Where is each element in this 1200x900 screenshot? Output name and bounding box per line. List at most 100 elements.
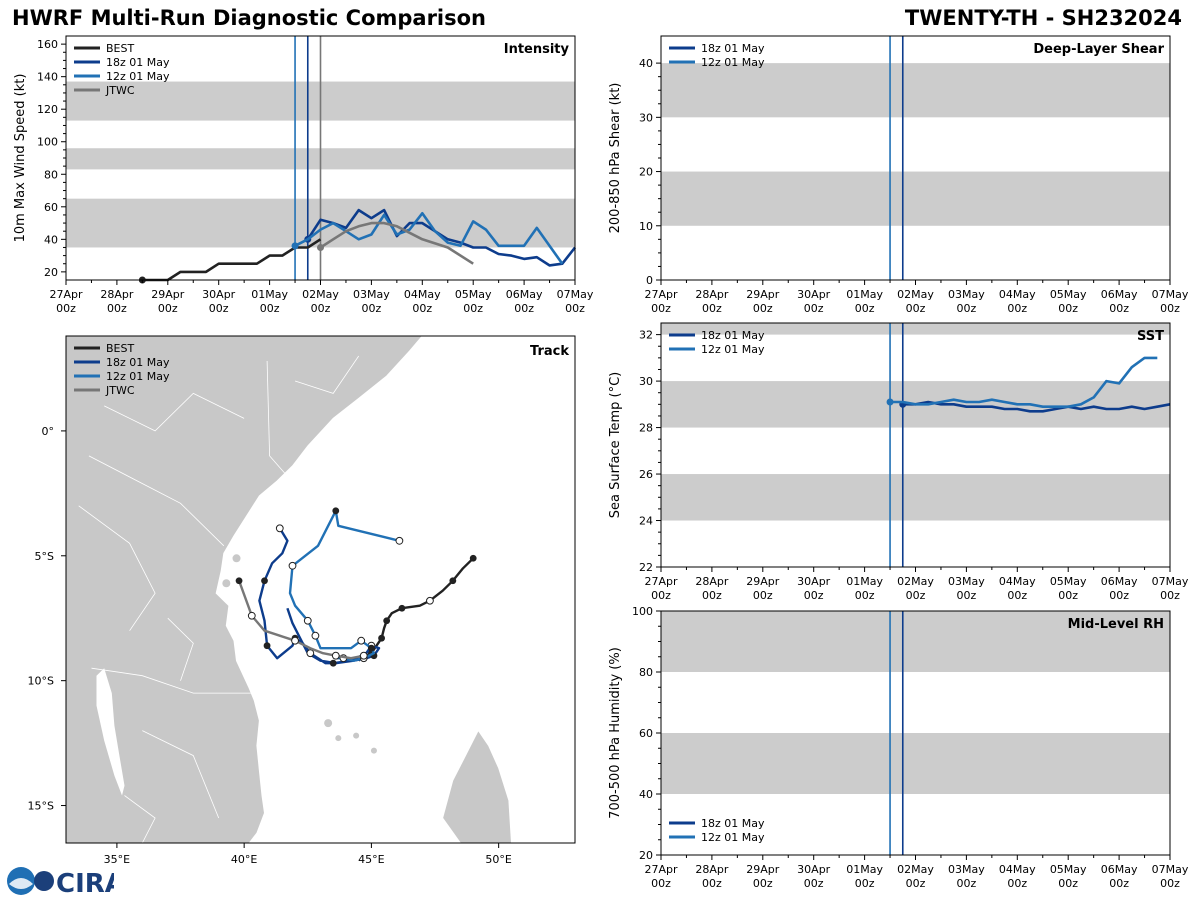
track-legend-label: 18z 01 May bbox=[106, 356, 170, 369]
shear-xtick-label: 00z bbox=[855, 302, 875, 315]
intensity-xtick-label: 00z bbox=[412, 302, 432, 315]
sst-xtick-label: 00z bbox=[1109, 589, 1129, 602]
intensity-ytick-label: 120 bbox=[37, 103, 58, 116]
intensity-xtick-label: 00z bbox=[463, 302, 483, 315]
shear-xtick-label: 04May bbox=[999, 288, 1036, 301]
island bbox=[324, 719, 333, 728]
sst-legend-label: 18z 01 May bbox=[701, 329, 765, 342]
intensity-ytick-label: 60 bbox=[44, 201, 58, 214]
rh-xtick-label: 00z bbox=[1160, 877, 1180, 890]
country-border bbox=[124, 795, 156, 843]
track-point-best bbox=[383, 617, 391, 625]
shear-ytick-label: 0 bbox=[646, 274, 653, 287]
rh-xtick-label: 01May bbox=[846, 863, 883, 876]
intensity-xtick-label: 01May bbox=[251, 288, 288, 301]
rh-legend-label: 12z 01 May bbox=[701, 831, 765, 844]
intensity-series-start-jtwc bbox=[317, 243, 324, 251]
track-open-point-run12 bbox=[288, 561, 297, 570]
shear-xtick-label: 00z bbox=[651, 302, 671, 315]
intensity-ytick-label: 160 bbox=[37, 38, 58, 51]
rh-legend-label: 18z 01 May bbox=[701, 817, 765, 830]
intensity-xtick-label: 02May bbox=[302, 288, 339, 301]
sst-xtick-label: 00z bbox=[753, 589, 773, 602]
track-open-point-run12 bbox=[395, 536, 404, 545]
intensity-xtick-label: 03May bbox=[353, 288, 390, 301]
sst-xtick-label: 28Apr bbox=[695, 575, 729, 588]
country-border bbox=[294, 355, 360, 394]
intensity-legend-label: 12z 01 May bbox=[106, 70, 170, 83]
track-open-point-run12 bbox=[303, 616, 312, 625]
rh-xtick-label: 00z bbox=[906, 877, 926, 890]
intensity-panel: 2040608010012014016027Apr00z28Apr00z29Ap… bbox=[13, 35, 594, 315]
intensity-ytick-label: 80 bbox=[44, 168, 58, 181]
shear-legend-label: 12z 01 May bbox=[701, 56, 765, 69]
rh-xtick-label: 28Apr bbox=[695, 863, 729, 876]
intensity-xtick-label: 00z bbox=[209, 302, 229, 315]
sst-xtick-label: 00z bbox=[906, 589, 926, 602]
sst-xtick-label: 02May bbox=[897, 575, 934, 588]
sst-band bbox=[661, 474, 1170, 521]
africa-landmass bbox=[66, 336, 423, 843]
track-open-point-jtwc bbox=[359, 651, 368, 660]
sst-xtick-label: 27Apr bbox=[644, 575, 678, 588]
rh-xtick-label: 29Apr bbox=[746, 863, 780, 876]
track-line-best bbox=[357, 557, 475, 662]
island bbox=[370, 747, 377, 754]
track-ytick-label: 5°S bbox=[35, 550, 54, 563]
rh-ytick-label: 20 bbox=[639, 849, 653, 862]
lake-malawi bbox=[96, 668, 125, 796]
sst-title: SST bbox=[1137, 329, 1164, 344]
shear-legend-label: 18z 01 May bbox=[701, 42, 765, 55]
sst-xtick-label: 01May bbox=[846, 575, 883, 588]
cira-globe-icon bbox=[34, 871, 54, 891]
rh-xtick-label: 04May bbox=[999, 863, 1036, 876]
shear-ylabel: 200-850 hPa Shear (kt) bbox=[608, 83, 623, 234]
track-point-run18 bbox=[263, 642, 271, 650]
island bbox=[232, 554, 241, 563]
shear-xtick-label: 00z bbox=[906, 302, 926, 315]
shear-xtick-label: 06May bbox=[1101, 288, 1138, 301]
track-point-best bbox=[398, 604, 406, 612]
shear-xtick-label: 05May bbox=[1050, 288, 1087, 301]
intensity-series-run12 bbox=[294, 212, 564, 265]
intensity-xtick-label: 00z bbox=[107, 302, 127, 315]
rh-xtick-label: 02May bbox=[897, 863, 934, 876]
intensity-xtick-label: 00z bbox=[514, 302, 534, 315]
track-ytick-label: 0° bbox=[42, 425, 55, 438]
country-border bbox=[88, 455, 225, 547]
shear-title: Deep-Layer Shear bbox=[1033, 42, 1164, 57]
sst-xtick-label: 07May bbox=[1152, 575, 1189, 588]
intensity-xtick-label: 07May bbox=[557, 288, 594, 301]
sst-xtick-label: 00z bbox=[1007, 589, 1027, 602]
rh-xtick-label: 00z bbox=[1007, 877, 1027, 890]
shear-ytick-label: 10 bbox=[639, 220, 653, 233]
sst-xtick-label: 00z bbox=[1058, 589, 1078, 602]
shear-xtick-label: 00z bbox=[1160, 302, 1180, 315]
rh-xtick-label: 07May bbox=[1152, 863, 1189, 876]
rh-xtick-label: 06May bbox=[1101, 863, 1138, 876]
shear-ytick-label: 40 bbox=[639, 57, 653, 70]
rh-xtick-label: 00z bbox=[1058, 877, 1078, 890]
intensity-ytick-label: 40 bbox=[44, 233, 58, 246]
track-point-best bbox=[469, 554, 477, 562]
track-panel: 35°E 40°E 45°E 50°E 0° 5°S 10°S 15°S Track bbox=[28, 335, 576, 866]
shear-xtick-label: 28Apr bbox=[695, 288, 729, 301]
sst-xtick-label: 06May bbox=[1101, 575, 1138, 588]
track-ytick-label: 10°S bbox=[28, 675, 54, 688]
sst-xtick-label: 29Apr bbox=[746, 575, 780, 588]
intensity-series-start-run12 bbox=[291, 242, 299, 250]
intensity-xtick-label: 29Apr bbox=[151, 288, 185, 301]
sst-xtick-label: 00z bbox=[804, 589, 824, 602]
track-point-run18 bbox=[261, 577, 268, 585]
sst-ytick-label: 28 bbox=[639, 422, 653, 435]
intensity-xtick-label: 00z bbox=[565, 302, 585, 315]
sst-xtick-label: 00z bbox=[957, 589, 977, 602]
intensity-xtick-label: 00z bbox=[56, 302, 76, 315]
track-open-point-jtwc bbox=[291, 636, 299, 645]
rh-panel: 2040608010027Apr00z28Apr00z29Apr00z30Apr… bbox=[608, 605, 1189, 890]
track-point-best bbox=[449, 577, 457, 585]
track-frame bbox=[65, 335, 576, 844]
shear-xtick-label: 00z bbox=[753, 302, 773, 315]
